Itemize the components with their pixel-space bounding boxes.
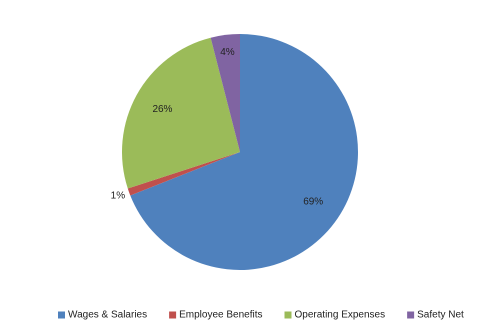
legend-label: Wages & Salaries — [68, 310, 147, 321]
legend-swatch — [58, 311, 65, 319]
pie-slice — [210, 34, 240, 152]
pie-slice — [121, 37, 240, 189]
data-label: 26% — [152, 104, 172, 115]
pie-slice — [127, 152, 240, 196]
data-label: 4% — [220, 47, 235, 58]
data-label: 1% — [111, 191, 126, 202]
legend-swatch — [169, 311, 177, 319]
pie-slice — [130, 34, 358, 270]
legend-swatch — [284, 311, 292, 319]
data-label: 69% — [303, 196, 323, 207]
legend-label: Employee Benefits — [179, 310, 262, 321]
legend-label: Operating Expenses — [295, 310, 386, 321]
legend-swatch — [407, 311, 415, 319]
legend-label: Safety Net — [417, 310, 464, 321]
